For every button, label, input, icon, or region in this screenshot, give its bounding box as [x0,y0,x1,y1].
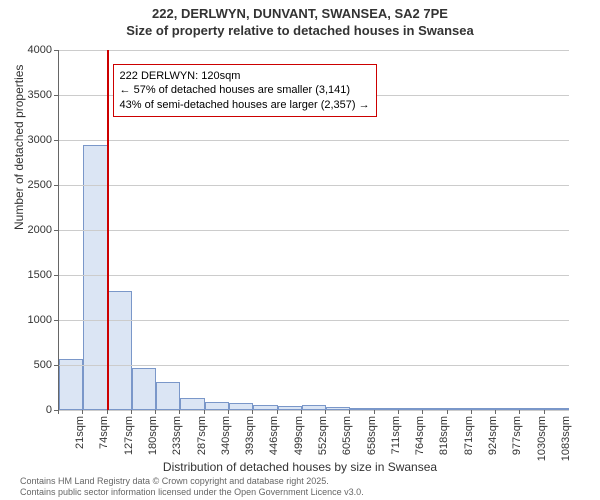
chart-container: 222, DERLWYN, DUNVANT, SWANSEA, SA2 7PE … [0,0,600,500]
bar [59,359,83,410]
marker-line [107,50,109,410]
xtick-mark [447,410,448,414]
bar [132,368,156,410]
ytick-label: 3500 [0,89,52,101]
bar [156,382,180,410]
chart-title-line1: 222, DERLWYN, DUNVANT, SWANSEA, SA2 7PE [0,6,600,23]
xtick-mark [58,410,59,414]
xtick-label: 871sqm [463,416,475,455]
xtick-label: 552sqm [317,416,329,455]
xtick-label: 818sqm [438,416,450,455]
grid-line [59,410,569,411]
bar [180,398,204,410]
ytick-label: 3000 [0,134,52,146]
annotation-line3: 43% of semi-detached houses are larger (… [120,98,370,112]
footer-line2: Contains public sector information licen… [20,487,364,498]
bar [229,403,253,410]
xtick-label: 21sqm [74,416,86,449]
xtick-mark [471,410,472,414]
bar [108,291,132,410]
xtick-mark [422,410,423,414]
xtick-label: 233sqm [171,416,183,455]
xtick-label: 711sqm [390,416,402,454]
xtick-mark [544,410,545,414]
xtick-mark [252,410,253,414]
xtick-label: 977sqm [511,416,523,455]
grid-line [59,275,569,276]
ytick-label: 2000 [0,224,52,236]
ytick-label: 0 [0,404,52,416]
xtick-label: 924sqm [487,416,499,455]
xtick-label: 764sqm [414,416,426,455]
xtick-mark [131,410,132,414]
xtick-label: 446sqm [268,416,280,455]
ytick-label: 2500 [0,179,52,191]
bar [205,402,229,410]
xtick-mark [374,410,375,414]
xtick-mark [179,410,180,414]
grid-line [59,185,569,186]
xtick-mark [301,410,302,414]
ytick-label: 500 [0,359,52,371]
xtick-mark [325,410,326,414]
chart-title-line2: Size of property relative to detached ho… [0,23,600,40]
xtick-mark [495,410,496,414]
grid-line [59,365,569,366]
xtick-label: 499sqm [293,416,305,455]
ytick-label: 1000 [0,314,52,326]
grid-line [59,140,569,141]
annotation-line2: ← 57% of detached houses are smaller (3,… [120,83,370,97]
annotation-line1: 222 DERLWYN: 120sqm [120,69,370,83]
xtick-label: 393sqm [244,416,256,455]
plot-area: 222 DERLWYN: 120sqm← 57% of detached hou… [58,50,569,411]
grid-line [59,50,569,51]
xtick-label: 74sqm [98,416,110,449]
xtick-mark [228,410,229,414]
annotation-box: 222 DERLWYN: 120sqm← 57% of detached hou… [113,64,377,117]
xtick-mark [349,410,350,414]
footer-line1: Contains HM Land Registry data © Crown c… [20,476,364,487]
xtick-label: 287sqm [196,416,208,455]
xtick-label: 180sqm [147,416,159,455]
xtick-mark [107,410,108,414]
grid-line [59,230,569,231]
xtick-label: 340sqm [220,416,232,455]
ytick-label: 4000 [0,44,52,56]
xtick-mark [277,410,278,414]
xtick-label: 1083sqm [560,416,572,461]
xtick-mark [82,410,83,414]
x-axis-label: Distribution of detached houses by size … [0,460,600,474]
grid-line [59,320,569,321]
xtick-mark [155,410,156,414]
xtick-mark [204,410,205,414]
chart-title-block: 222, DERLWYN, DUNVANT, SWANSEA, SA2 7PE … [0,0,600,40]
xtick-label: 1030sqm [536,416,548,461]
xtick-mark [398,410,399,414]
xtick-label: 658sqm [366,416,378,455]
xtick-label: 605sqm [341,416,353,455]
xtick-label: 127sqm [123,416,135,455]
ytick-label: 1500 [0,269,52,281]
attribution-footer: Contains HM Land Registry data © Crown c… [20,476,364,498]
xtick-mark [519,410,520,414]
